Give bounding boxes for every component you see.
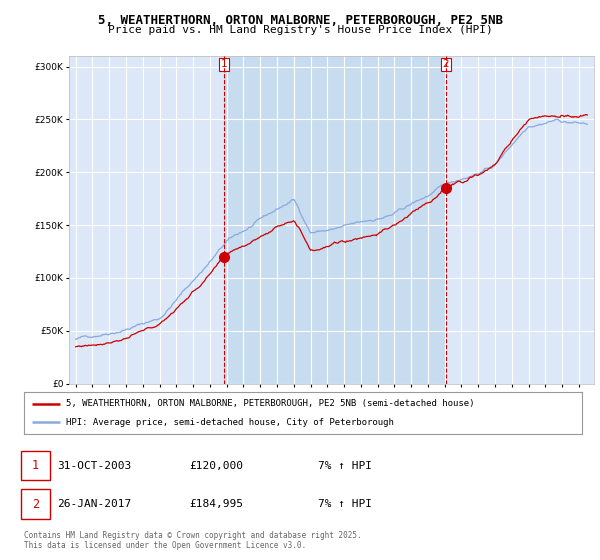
Text: 5, WEATHERTHORN, ORTON MALBORNE, PETERBOROUGH, PE2 5NB: 5, WEATHERTHORN, ORTON MALBORNE, PETERBO…	[97, 14, 503, 27]
Text: 1: 1	[32, 459, 39, 473]
Text: 31-OCT-2003: 31-OCT-2003	[57, 461, 131, 471]
Text: 1: 1	[221, 59, 227, 69]
Text: Contains HM Land Registry data © Crown copyright and database right 2025.
This d: Contains HM Land Registry data © Crown c…	[24, 530, 362, 550]
Text: 26-JAN-2017: 26-JAN-2017	[57, 499, 131, 509]
Text: £120,000: £120,000	[189, 461, 243, 471]
Text: 2: 2	[32, 497, 39, 511]
Text: 2: 2	[443, 59, 449, 69]
Text: Price paid vs. HM Land Registry's House Price Index (HPI): Price paid vs. HM Land Registry's House …	[107, 25, 493, 35]
Text: 5, WEATHERTHORN, ORTON MALBORNE, PETERBOROUGH, PE2 5NB (semi-detached house): 5, WEATHERTHORN, ORTON MALBORNE, PETERBO…	[66, 399, 475, 408]
Text: HPI: Average price, semi-detached house, City of Peterborough: HPI: Average price, semi-detached house,…	[66, 418, 394, 427]
Text: 7% ↑ HPI: 7% ↑ HPI	[318, 461, 372, 471]
Text: 7% ↑ HPI: 7% ↑ HPI	[318, 499, 372, 509]
Bar	[224, 56, 446, 384]
Text: £184,995: £184,995	[189, 499, 243, 509]
